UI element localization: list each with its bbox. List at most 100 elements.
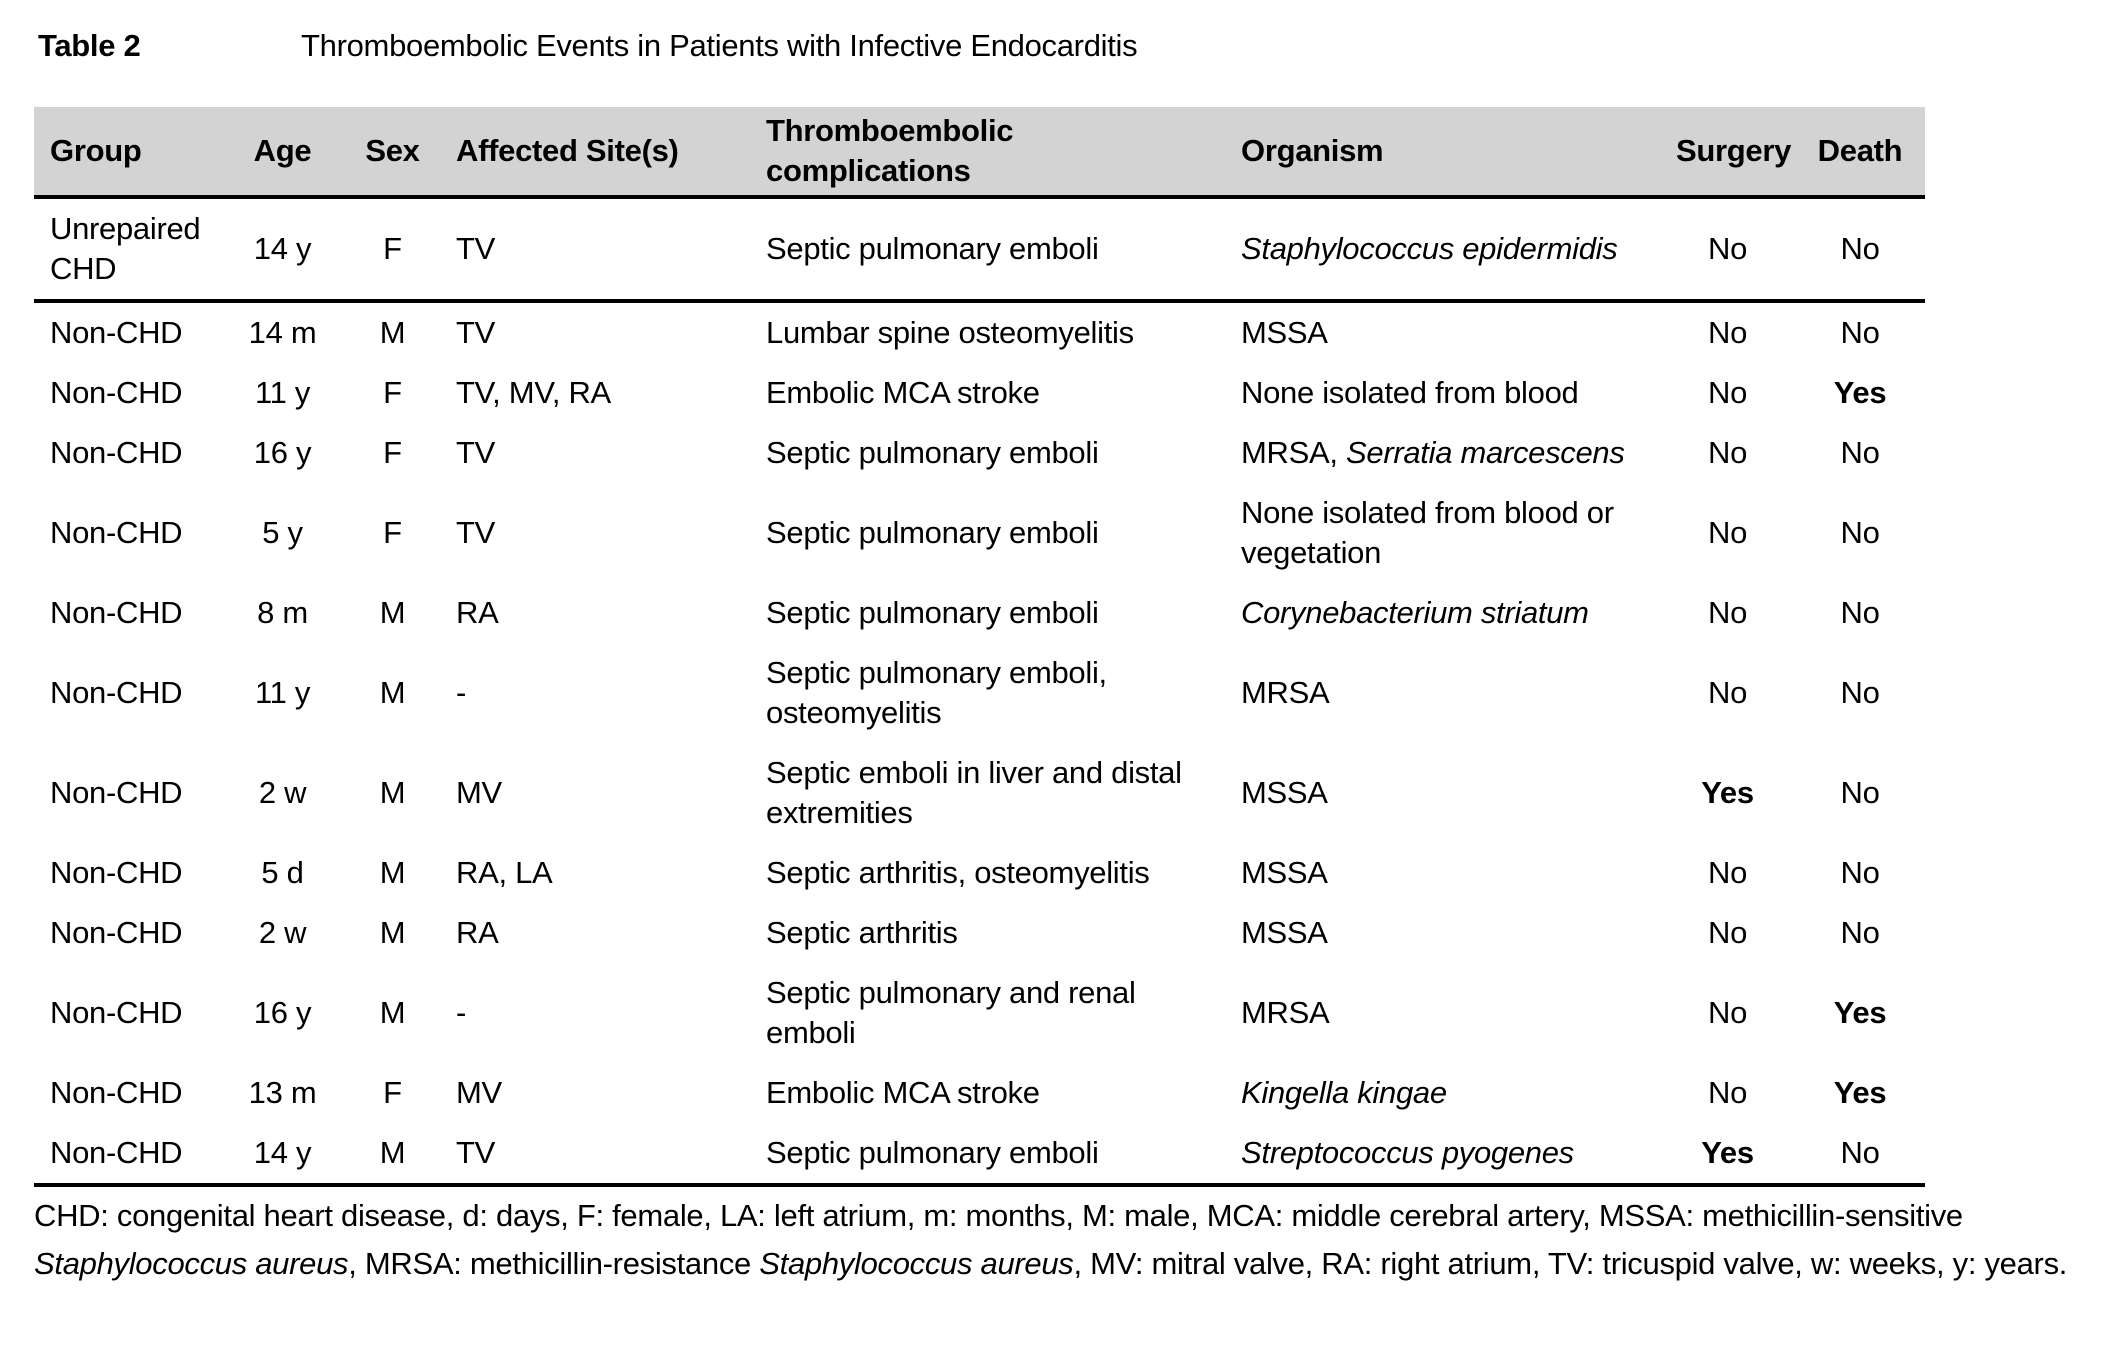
cell-organism: MSSA [1225, 903, 1660, 963]
text: Non-CHD [50, 1135, 183, 1170]
table-body: Unrepaired CHD 14 y F TV Septic pulmonary emb… [34, 197, 1925, 1187]
table-header-row: Group Age Sex Affected Site(s) Thromboemboli… [34, 107, 1925, 199]
cell-thromboembolic-complications: Embolic MCA stroke [750, 363, 1225, 423]
text: MSSA [1241, 915, 1328, 950]
cell-death: Yes [1833, 1075, 1887, 1110]
table-row: Non-CHD 14 m M TV Lumbar spine osteomyelitis… [34, 301, 1925, 363]
text: Septic pulmonary emboli [766, 595, 1099, 630]
text: MSSA [1241, 315, 1328, 350]
cell-surgery: No [1707, 675, 1748, 710]
text: Septic emboli in liver and distal [766, 755, 1182, 790]
text: Affected Site(s) [456, 133, 679, 168]
cell-sex: F [383, 375, 402, 410]
cell-age: 5 y [262, 515, 303, 550]
cell-thromboembolic-complications: Septic emboli in liver and distal extremi… [750, 743, 1225, 843]
text: , MRSA: methicillin-resistance [348, 1246, 760, 1281]
cell-age: 16 y [253, 435, 312, 470]
cell-surgery: No [1707, 995, 1748, 1030]
text: MV [456, 1075, 502, 1110]
cell-surgery: No [1707, 435, 1748, 470]
text: Group [50, 133, 142, 168]
text: Non-CHD [50, 375, 183, 410]
table-footnote: CHD: congenital heart disease, d: days, … [34, 1192, 2080, 1288]
cell-death: No [1840, 675, 1880, 710]
cell-affected-sites: RA [440, 903, 750, 963]
text: Non-CHD [50, 595, 183, 630]
cell-surgery: No [1707, 515, 1748, 550]
text: TV [456, 515, 496, 550]
cell-thromboembolic-complications: Lumbar spine osteomyelitis [750, 301, 1225, 363]
text: Septic pulmonary emboli [766, 515, 1099, 550]
text: Surgery [1676, 133, 1792, 168]
cell-surgery: Yes [1660, 1123, 1795, 1187]
cell-organism: Streptococcus pyogenes [1225, 1123, 1660, 1187]
text: Septic pulmonary and renal [766, 975, 1136, 1010]
text: Septic pulmonary emboli [766, 435, 1099, 470]
table-caption: Table 2 Thromboembolic Events in Patients… [38, 26, 1138, 66]
cell-thromboembolic-complications: Septic arthritis, osteomyelitis [750, 843, 1225, 903]
cell-affected-sites: TV [440, 301, 750, 363]
cell-surgery: No [1707, 315, 1748, 350]
cell-age: 16 y [253, 995, 312, 1030]
text: None isolated from blood [1241, 375, 1579, 410]
text: - [456, 675, 467, 710]
cell-group: Non-CHD [34, 743, 220, 843]
column-header-age: Age [220, 107, 345, 199]
text: RA, LA [456, 855, 553, 890]
text: Non-CHD [50, 435, 183, 470]
cell-affected-sites: MV [440, 1063, 750, 1123]
table-row: Non-CHD 16 y M - Septic pulmonary and renal e… [34, 963, 1925, 1063]
cell-thromboembolic-complications: Septic pulmonary emboli, osteomyelitis [750, 643, 1225, 743]
text: RA [456, 915, 499, 950]
text: TV [456, 315, 496, 350]
text: Septic pulmonary emboli [766, 231, 1099, 266]
cell-death: No [1840, 915, 1880, 950]
column-header-surgery: Surgery [1660, 107, 1795, 199]
text: Lumbar spine osteomyelitis [766, 315, 1134, 350]
text: , MV: mitral valve, RA: right atrium, TV… [1073, 1246, 2068, 1281]
cell-age: 8 m [257, 595, 308, 630]
text: TV [456, 1135, 496, 1170]
cell-age: 14 m [248, 315, 317, 350]
table-row: Non-CHD 11 y M - Septic pulmonary emboli, ost… [34, 643, 1925, 743]
cell-death: Yes [1833, 375, 1887, 410]
cell-sex: M [379, 995, 406, 1030]
text: MSSA [1241, 855, 1328, 890]
cell-affected-sites: TV [440, 483, 750, 583]
table-row: Non-CHD 11 y F TV, MV, RA Embolic MCA stroke… [34, 363, 1925, 423]
text: TV, MV, RA [456, 375, 611, 410]
cell-surgery: No [1707, 1075, 1748, 1110]
table-header: Group Age Sex Affected Site(s) Thromboemboli… [34, 107, 1925, 199]
cell-sex: F [383, 1075, 402, 1110]
text: MV [456, 775, 502, 810]
cell-thromboembolic-complications: Embolic MCA stroke [750, 1063, 1225, 1123]
text: extremities [766, 795, 913, 830]
cell-affected-sites: RA [440, 583, 750, 643]
cell-organism: MSSA [1225, 843, 1660, 903]
table-row: Non-CHD 8 m M RA Septic pulmonary emboli Cory… [34, 583, 1925, 643]
cell-sex: M [379, 775, 406, 810]
text: MRSA [1241, 675, 1330, 710]
cell-thromboembolic-complications: Septic pulmonary and renal emboli [750, 963, 1225, 1063]
text: MRSA, [1241, 435, 1346, 470]
text: Unrepaired [50, 211, 201, 246]
text: Non-CHD [50, 855, 183, 890]
cell-affected-sites: TV, MV, RA [440, 363, 750, 423]
text: Non-CHD [50, 315, 183, 350]
cell-affected-sites: - [440, 643, 750, 743]
text: Septic pulmonary emboli [766, 1135, 1099, 1170]
cell-sex: F [383, 435, 402, 470]
text: emboli [766, 1015, 856, 1050]
cell-death: No [1840, 515, 1880, 550]
cell-affected-sites: TV [440, 423, 750, 483]
text: Non-CHD [50, 1075, 183, 1110]
text: Organism [1241, 133, 1384, 168]
text: Non-CHD [50, 515, 183, 550]
cell-organism: MSSA [1225, 301, 1660, 363]
text: CHD [50, 251, 117, 286]
cell-death: No [1795, 197, 1925, 303]
text: Septic pulmonary emboli, [766, 655, 1107, 690]
cell-age: 11 y [254, 375, 311, 410]
table-row: Non-CHD 2 w M RA Septic arthritis MSSA No No [34, 903, 1925, 963]
